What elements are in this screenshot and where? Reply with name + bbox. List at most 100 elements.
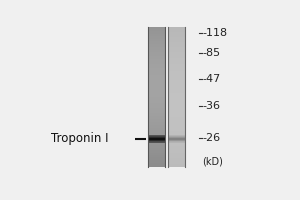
Bar xyxy=(168,141,185,142)
Bar xyxy=(168,46,185,47)
Bar xyxy=(168,126,185,127)
Bar xyxy=(168,155,185,156)
Bar xyxy=(168,103,185,104)
Bar xyxy=(168,116,185,117)
Bar xyxy=(168,165,185,166)
Bar xyxy=(168,30,185,31)
Bar xyxy=(148,82,165,83)
Bar xyxy=(148,100,165,101)
Bar xyxy=(168,135,185,136)
Bar xyxy=(168,43,185,44)
Bar xyxy=(168,58,185,59)
Bar xyxy=(168,74,185,75)
Bar xyxy=(168,149,185,150)
Bar xyxy=(148,30,165,31)
Bar xyxy=(168,96,185,97)
Bar xyxy=(148,102,165,103)
Bar xyxy=(168,47,185,48)
Bar xyxy=(148,73,165,74)
Bar xyxy=(148,75,165,76)
Bar xyxy=(168,56,185,57)
Bar xyxy=(168,48,185,49)
Bar xyxy=(168,106,185,107)
Bar xyxy=(168,41,185,42)
Bar xyxy=(168,76,185,77)
Bar xyxy=(148,97,165,98)
Bar xyxy=(148,140,165,141)
Bar xyxy=(148,157,165,158)
Bar xyxy=(168,137,185,138)
Bar xyxy=(148,141,165,142)
Bar xyxy=(148,52,165,53)
Bar xyxy=(168,35,185,36)
Bar xyxy=(168,142,185,143)
Bar xyxy=(168,133,185,134)
Bar xyxy=(168,55,185,56)
Bar xyxy=(168,122,185,123)
Bar xyxy=(148,120,165,121)
Bar xyxy=(148,126,165,127)
Bar xyxy=(168,104,185,105)
Bar xyxy=(168,124,185,125)
Bar xyxy=(148,66,165,67)
Bar xyxy=(168,85,185,86)
Bar xyxy=(148,57,165,58)
Bar xyxy=(148,63,165,64)
Bar xyxy=(148,39,165,40)
Bar xyxy=(148,135,165,136)
Bar xyxy=(168,36,185,37)
Bar xyxy=(148,129,165,130)
Bar xyxy=(168,64,185,65)
Bar xyxy=(168,52,185,53)
Bar xyxy=(148,110,165,111)
Bar xyxy=(148,164,165,165)
Bar xyxy=(168,73,185,74)
Bar xyxy=(168,84,185,85)
Bar xyxy=(168,152,185,153)
Bar xyxy=(148,34,165,35)
Bar xyxy=(168,101,185,102)
Bar xyxy=(168,92,185,93)
Bar xyxy=(148,93,165,94)
Bar xyxy=(168,162,185,163)
Bar xyxy=(148,80,165,81)
Bar xyxy=(168,166,185,167)
Bar xyxy=(148,43,165,44)
Bar xyxy=(168,38,185,39)
Bar xyxy=(148,107,165,108)
Bar xyxy=(168,140,185,141)
Bar xyxy=(148,117,165,118)
Bar xyxy=(168,66,185,67)
Bar xyxy=(168,99,185,100)
Bar xyxy=(148,35,165,36)
Bar xyxy=(168,53,185,54)
Bar xyxy=(168,118,185,119)
Bar xyxy=(148,138,165,139)
Bar xyxy=(148,131,165,132)
Bar xyxy=(148,56,165,57)
Bar xyxy=(168,140,185,141)
Bar xyxy=(148,55,165,56)
Bar xyxy=(148,145,165,146)
Bar xyxy=(168,127,185,128)
Bar xyxy=(168,119,185,120)
Bar xyxy=(148,161,165,162)
Bar xyxy=(148,71,165,72)
Bar xyxy=(148,29,165,30)
Bar xyxy=(148,61,165,62)
Bar xyxy=(148,135,165,136)
Bar xyxy=(168,57,185,58)
Bar xyxy=(168,102,185,103)
Bar xyxy=(148,90,165,91)
Bar xyxy=(168,109,185,110)
Bar xyxy=(148,54,165,55)
Bar xyxy=(148,103,165,104)
Bar xyxy=(148,44,165,45)
Bar xyxy=(148,70,165,71)
Bar xyxy=(148,158,165,159)
Bar xyxy=(148,156,165,157)
Bar xyxy=(168,115,185,116)
Bar xyxy=(168,98,185,99)
Bar xyxy=(168,29,185,30)
Bar xyxy=(168,82,185,83)
